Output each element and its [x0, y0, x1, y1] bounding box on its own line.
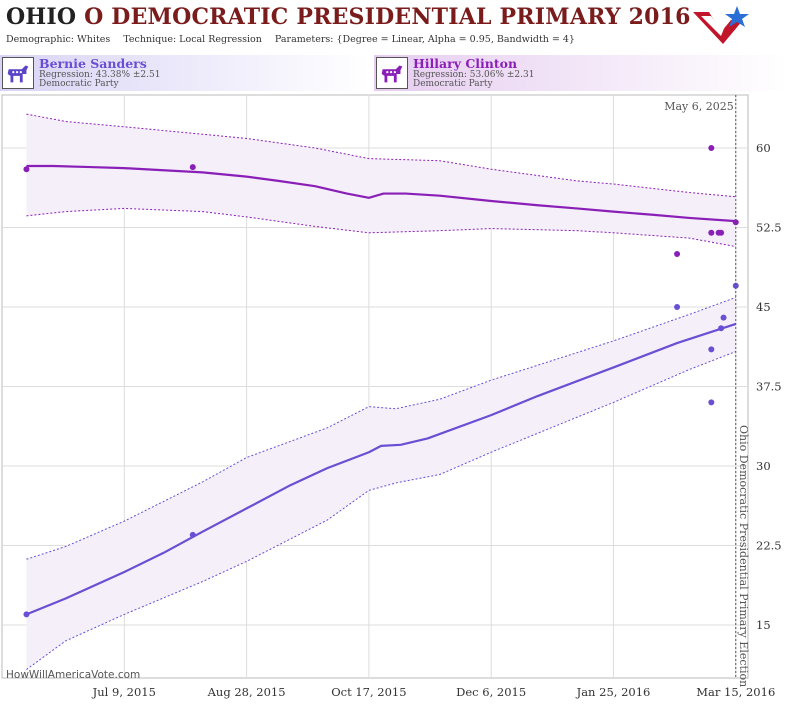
y-tick-label: 30 — [756, 459, 771, 473]
technique-label: Technique: Local Regression — [123, 34, 262, 45]
x-tick-label: Jul 9, 2015 — [92, 685, 156, 699]
chart-header: OHIO O DEMOCRATIC PRESIDENTIAL PRIMARY 2… — [0, 0, 789, 52]
poll-point-clinton — [732, 219, 739, 226]
poll-point-clinton — [674, 251, 681, 257]
upper-bound-sanders — [26, 296, 736, 560]
upper-bound-clinton — [26, 113, 736, 198]
poll-point-clinton — [708, 145, 715, 151]
candidate-party-clinton: Democratic Party — [413, 79, 493, 89]
poll-point-sanders — [674, 304, 681, 310]
site-logo-icon[interactable] — [691, 6, 751, 46]
poll-point-sanders — [708, 399, 715, 406]
parameters-label: Parameters: {Degree = Linear, Alpha = 0.… — [274, 34, 575, 45]
poll-point-clinton — [718, 229, 725, 236]
demographic-label: Demographic: Whites — [6, 34, 111, 45]
donkey-icon — [376, 57, 408, 89]
y-tick-label: 15 — [756, 618, 771, 632]
x-tick-label: Aug 28, 2015 — [207, 685, 286, 699]
title-state: OHIO — [6, 4, 77, 30]
chart-parameters: Demographic: Whites Technique: Local Reg… — [6, 34, 585, 45]
lower-bound-clinton — [26, 207, 736, 248]
y-tick-label: 52.5 — [756, 221, 782, 235]
candidate-regression-clinton: Regression: 53.06% ±2.31 — [413, 70, 535, 80]
y-tick-label: 60 — [756, 141, 771, 155]
poll-point-clinton — [23, 166, 30, 173]
y-tick-label: 37.5 — [756, 380, 782, 394]
candidate-party-sanders: Democratic Party — [39, 79, 119, 89]
candidate-card-clinton[interactable]: Hillary Clinton Regression: 53.06% ±2.31… — [374, 55, 788, 91]
trend-line-clinton — [26, 164, 736, 223]
trend-line-sanders — [26, 322, 737, 616]
donkey-icon — [2, 57, 34, 89]
y-tick-label: 22.5 — [756, 539, 782, 553]
poll-point-sanders — [732, 282, 739, 289]
y-tick-label: 45 — [756, 300, 771, 314]
confidence-band-sanders — [26, 297, 736, 670]
x-tick-label: Mar 15, 2016 — [696, 685, 775, 699]
title-rest: O DEMOCRATIC PRESIDENTIAL PRIMARY 2016 — [84, 4, 691, 30]
x-tick-label: Jan 25, 2016 — [576, 685, 651, 699]
chart-title: OHIO O DEMOCRATIC PRESIDENTIAL PRIMARY 2… — [6, 4, 691, 30]
confidence-band-clinton — [26, 114, 736, 247]
lower-bound-sanders — [26, 351, 736, 670]
candidate-name-sanders: Bernie Sanders — [39, 56, 147, 71]
x-tick-label: Oct 17, 2015 — [331, 685, 406, 699]
poll-point-sanders — [708, 346, 715, 353]
current-date-label: May 6, 2025 — [664, 100, 734, 113]
candidate-name-clinton: Hillary Clinton — [413, 56, 518, 71]
poll-point-clinton — [708, 229, 715, 236]
candidate-card-sanders[interactable]: Bernie Sanders Regression: 43.38% ±2.51 … — [0, 55, 370, 91]
x-tick-label: Dec 6, 2015 — [456, 685, 526, 699]
poll-point-sanders — [720, 314, 727, 321]
poll-point-clinton — [189, 164, 196, 171]
poll-point-sanders — [189, 531, 196, 538]
poll-point-sanders — [23, 611, 30, 618]
candidate-regression-sanders: Regression: 43.38% ±2.51 — [39, 70, 161, 80]
poll-point-sanders — [718, 325, 725, 332]
election-label: Ohio Democratic Presidential Primary Ele… — [737, 425, 750, 687]
site-watermark: HowWillAmericaVote.com — [6, 669, 141, 681]
